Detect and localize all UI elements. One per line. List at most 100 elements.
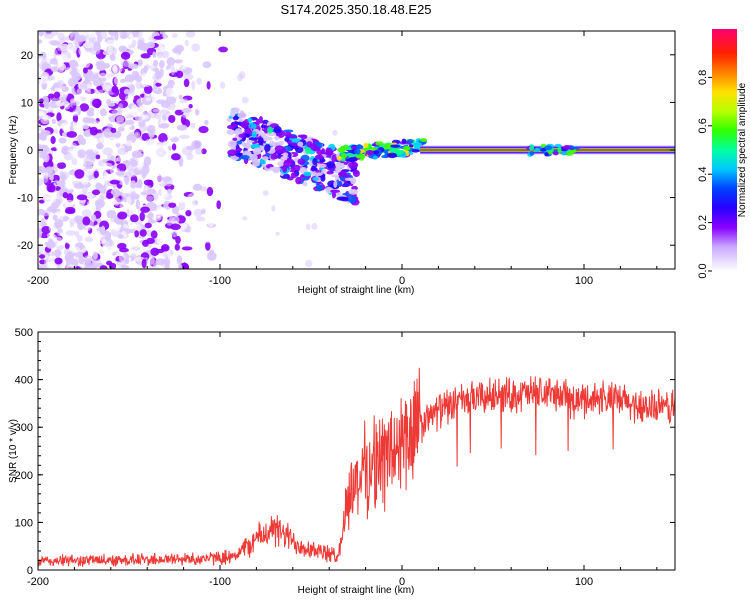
heatmap-cell [231, 260, 237, 266]
heatmap-cell [249, 247, 256, 252]
heatmap-cell [85, 168, 94, 176]
heatmap-cell [138, 104, 148, 113]
heatmap-cell [282, 164, 288, 173]
heatmap-cell [46, 55, 51, 64]
heatmap-cell [155, 82, 162, 87]
heatmap-cell [235, 147, 243, 152]
heatmap-cell [240, 197, 248, 206]
colorbar-tick-label: 0.8 [697, 70, 709, 85]
heatmap-cell [117, 234, 124, 239]
heatmap-cell [333, 180, 338, 188]
heatmap-cell [207, 217, 215, 227]
heatmap-cell [86, 109, 92, 114]
heatmap-cell [340, 145, 349, 150]
snr-ytick-label: 300 [15, 422, 33, 434]
heatmap-cell [38, 39, 43, 44]
heatmap-cell [51, 118, 56, 125]
heatmap-cell [260, 163, 268, 168]
heatmap-cell [144, 64, 151, 70]
heatmap-cell [365, 149, 374, 156]
heatmap-cell [110, 198, 116, 205]
heatmap-cell [91, 98, 102, 108]
heatmap-cell [206, 251, 217, 261]
heatmap-cell [171, 153, 181, 161]
heatmap-cell [118, 31, 127, 35]
heatmap-cell [352, 169, 360, 178]
heatmap-cell [53, 158, 58, 165]
heatmap-cell [248, 136, 259, 141]
heatmap-cell [104, 171, 109, 181]
snr-ytick-label: 400 [15, 375, 33, 387]
heatmap-cell [269, 140, 276, 147]
heatmap-cell [101, 97, 108, 106]
heatmap-cell [372, 150, 380, 155]
heatmap-cell [544, 145, 553, 151]
heatmap-cell [389, 148, 399, 153]
heatmap-cell [129, 107, 138, 117]
heatmap-cell [257, 173, 263, 179]
heatmap-cell [134, 230, 140, 238]
heatmap-cell [112, 197, 121, 206]
heatmap-cell [297, 158, 306, 165]
heatmap-cell [79, 103, 90, 112]
heatmap-cell [160, 46, 169, 52]
heatmap-cell [50, 66, 59, 73]
heatmap-cell [363, 142, 369, 149]
heatmap-cell [197, 33, 203, 41]
colorbar-tick-label: 0.0 [697, 263, 709, 278]
heatmap-cell [238, 133, 246, 138]
heatmap-cell [41, 95, 49, 106]
heatmap-cell [84, 236, 94, 243]
heatmap-cell [335, 162, 340, 168]
heatmap-cell [152, 108, 160, 113]
heatmap-cell [129, 238, 138, 245]
heatmap-cell [186, 145, 197, 151]
heatmap-cell [168, 114, 176, 123]
heatmap-cell [274, 145, 285, 153]
heatmap-cell [387, 152, 398, 159]
colorbar-tick-label: 0.4 [697, 167, 709, 182]
heatmap-cell [76, 235, 83, 242]
heatmap-cell [98, 195, 105, 202]
heatmap-cell [92, 76, 103, 87]
heatmap-cell [71, 72, 82, 82]
heatmap-cell [156, 206, 167, 216]
heatmap-cell [182, 65, 187, 71]
heatmap-cell [66, 239, 73, 245]
heatmap-cell [92, 93, 102, 100]
heatmap-cell [252, 147, 262, 155]
heatmap-cell [267, 114, 272, 121]
heatmap-cell [172, 47, 181, 54]
heatmap-cell [258, 116, 263, 124]
spectrogram-ytick-label: 20 [21, 50, 33, 62]
heatmap-cell [561, 151, 567, 156]
heatmap-cell [144, 222, 152, 229]
heatmap-cell [111, 85, 119, 94]
heatmap-cell [181, 246, 193, 251]
heatmap-cell [249, 39, 256, 44]
heatmap-cell [175, 235, 181, 245]
heatmap-cell [298, 217, 304, 222]
heatmap-cell [336, 98, 342, 104]
heatmap-cell [156, 161, 164, 167]
heatmap-cell [191, 167, 199, 177]
heatmap-cell [224, 64, 229, 71]
heatmap-cell [42, 41, 50, 51]
heatmap-cell [174, 59, 183, 64]
heatmap-cell [73, 63, 80, 68]
heatmap-cell [337, 89, 342, 97]
heatmap-cell [552, 151, 559, 156]
heatmap-cell [383, 146, 389, 150]
heatmap-cell [240, 121, 249, 129]
heatmap-cell [118, 253, 125, 262]
heatmap-cell [269, 73, 275, 81]
heatmap-cell [107, 102, 116, 107]
heatmap-cell [344, 177, 355, 182]
heatmap-cell [101, 230, 111, 237]
heatmap-cell [103, 248, 114, 254]
heatmap-cell [78, 61, 84, 68]
heatmap-cell [302, 217, 309, 225]
heatmap-cell [107, 46, 114, 56]
heatmap-cell [348, 189, 359, 195]
heatmap-cell [71, 158, 78, 166]
